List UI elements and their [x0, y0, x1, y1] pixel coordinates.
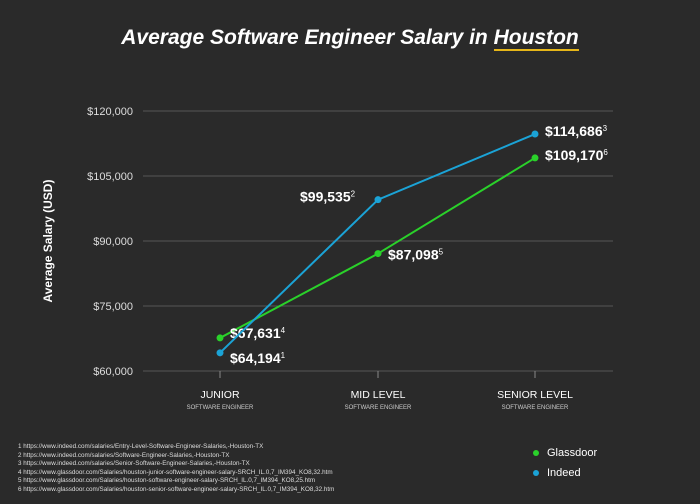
data-label-indeed: $64,1941: [230, 350, 286, 366]
data-point-glassdoor: [374, 250, 382, 258]
x-tick-label: MID LEVEL: [351, 389, 406, 401]
legend-label: Indeed: [547, 467, 581, 479]
y-axis-label: Average Salary (USD): [41, 180, 55, 303]
footnote: 6 https://www.glassdoor.com/Salaries/hou…: [18, 485, 335, 493]
y-tick-label: $105,000: [87, 171, 133, 183]
data-point-indeed: [374, 196, 382, 204]
series-line-glassdoor: [219, 157, 536, 339]
x-tick-sublabel: SOFTWARE ENGINEER: [187, 405, 254, 411]
data-label-glassdoor: $87,0985: [388, 247, 444, 263]
legend-swatch: [533, 450, 539, 456]
footnote: 2 https://www.indeed.com/salaries/Softwa…: [18, 451, 230, 459]
x-tick-sublabel: SOFTWARE ENGINEER: [345, 405, 412, 411]
legend-label: Glassdoor: [547, 447, 598, 459]
x-tick-label: SENIOR LEVEL: [497, 389, 573, 401]
chart-title: Average Software Engineer Salary in Hous…: [0, 26, 700, 51]
footnote: 1 https://www.indeed.com/salaries/Entry-…: [18, 443, 264, 450]
y-tick-label: $60,000: [93, 366, 133, 378]
data-point-glassdoor: [216, 334, 224, 342]
footnote: 4 https://www.glassdoor.com/Salaries/hou…: [18, 468, 333, 476]
data-label-glassdoor: $109,1706: [545, 147, 608, 163]
title-text: Average Software Engineer Salary in: [121, 26, 494, 49]
data-point-indeed: [216, 349, 224, 357]
series-line-indeed: [219, 133, 536, 354]
x-tick-label: JUNIOR: [200, 389, 240, 401]
data-label-glassdoor: $67,6314: [230, 325, 286, 341]
footnotes: 1 https://www.indeed.com/salaries/Entry-…: [18, 443, 334, 495]
line-chart: $60,000 $75,000 $90,000 $105,000 $120,000 Ave…: [41, 106, 613, 411]
data-point-indeed: [531, 130, 539, 138]
y-tick-label: $120,000: [87, 106, 133, 118]
data-label-indeed: $99,5352: [300, 189, 356, 205]
legend-item-glassdoor: Glassdoor: [533, 443, 597, 463]
data-point-glassdoor: [531, 154, 539, 162]
x-tick-sublabel: SOFTWARE ENGINEER: [502, 405, 569, 411]
title-highlight: Houston: [493, 26, 579, 51]
footnote: 3 https://www.indeed.com/salaries/Senior…: [18, 460, 250, 468]
y-tick-label: $75,000: [93, 301, 133, 313]
legend: Glassdoor Indeed: [533, 443, 597, 483]
data-label-indeed: $114,6863: [545, 123, 608, 139]
legend-swatch: [533, 470, 539, 476]
legend-item-indeed: Indeed: [533, 463, 597, 483]
y-tick-label: $90,000: [93, 236, 133, 248]
footnote: 5 https://www.glassdoor.com/Salaries/hou…: [18, 477, 316, 485]
